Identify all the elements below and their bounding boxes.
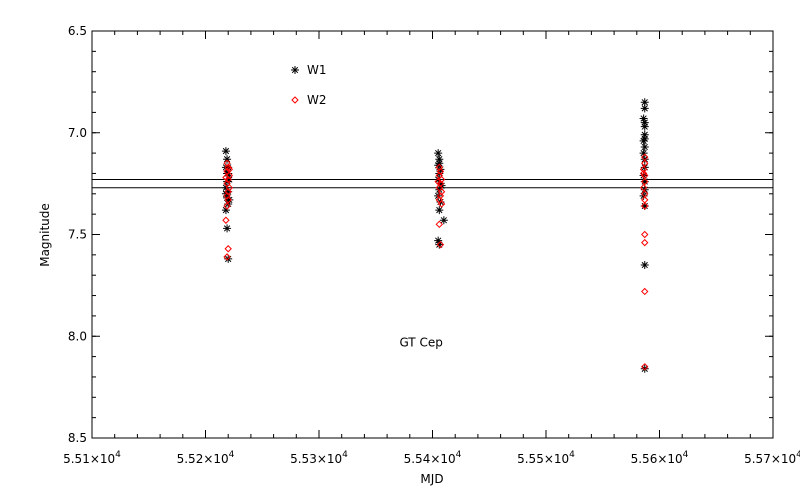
w2-point: [435, 220, 444, 229]
w1-point: [221, 206, 230, 215]
x-tick-label: 5.57×104: [744, 450, 800, 466]
w1-point: [434, 236, 443, 245]
w2-point: [437, 200, 446, 208]
w2-point: [436, 167, 445, 176]
w1-point: [435, 159, 444, 168]
x-axis-label: MJD: [420, 472, 443, 486]
w2-point: [434, 177, 442, 186]
w1-point: [640, 177, 649, 186]
w1-point: [640, 142, 649, 151]
w2-point: [224, 163, 232, 172]
w2-point: [641, 177, 649, 186]
w1-point: [221, 147, 230, 156]
w2-point: [639, 169, 648, 178]
series-w2: [222, 153, 649, 371]
w2-point: [435, 163, 444, 172]
w2-point: [437, 188, 446, 196]
w2-point: [641, 202, 649, 210]
x-tick-label: 5.54×104: [404, 450, 462, 466]
y-tick-label: 6.5: [68, 24, 87, 38]
legend: W1 W2: [291, 63, 327, 107]
y-tick-label: 7.0: [68, 126, 87, 140]
w1-point: [640, 118, 649, 127]
w2-point: [641, 159, 649, 167]
plot-frame: [91, 30, 774, 439]
w2-point: [436, 192, 445, 200]
w2-point: [223, 192, 231, 200]
w2-point: [436, 179, 445, 188]
w2-point: [436, 240, 445, 249]
w1-point: [639, 114, 648, 123]
w2-point: [222, 216, 230, 224]
w2-point: [225, 165, 234, 174]
w1-point: [435, 185, 444, 194]
w2-point: [223, 253, 231, 261]
legend-entry-w1: W1: [291, 63, 327, 77]
w1-point: [640, 134, 649, 143]
w2-point: [437, 175, 446, 184]
x-tick-label: 5.51×104: [63, 450, 121, 466]
y-tick-label: 8.0: [68, 329, 87, 343]
legend-label: W2: [307, 93, 327, 107]
w2-point: [222, 173, 230, 182]
w2-point: [291, 96, 299, 104]
w1-point: [436, 179, 445, 188]
y-axis-label: Magnitude: [38, 203, 52, 267]
w1-point: [434, 149, 443, 158]
w1-point: [640, 104, 649, 113]
x-tick-label: 5.53×104: [290, 450, 348, 466]
data-series: [221, 98, 649, 373]
w1-point: [639, 149, 648, 158]
w2-point: [641, 196, 649, 204]
w1-point: [640, 98, 649, 107]
w1-point: [640, 261, 649, 270]
w1-point: [439, 216, 448, 225]
w2-point: [223, 202, 231, 210]
x-tick-label: 5.55×104: [517, 450, 575, 466]
w1-point: [223, 169, 232, 178]
x-tick-label: 5.56×104: [631, 450, 689, 466]
w2-point: [641, 363, 649, 371]
w1-point: [640, 364, 649, 373]
w1-point: [225, 195, 234, 204]
x-tick-label: 5.52×104: [177, 450, 235, 466]
x-axis: 5.51×104 5.52×104 5.53×104 5.54×104 5.55×104…: [63, 31, 800, 466]
w1-point: [639, 171, 648, 180]
w2-point: [223, 159, 231, 167]
w2-point: [639, 183, 648, 192]
w2-point: [641, 287, 649, 296]
w2-point: [641, 238, 649, 247]
reference-lines: [92, 179, 773, 189]
w2-point: [224, 188, 232, 196]
w2-point: [224, 245, 232, 253]
w2-point: [224, 196, 232, 204]
w1-point: [434, 191, 443, 200]
legend-entry-w2: W2: [291, 93, 327, 107]
series-w1: [221, 98, 649, 373]
y-tick-label: 7.5: [68, 228, 87, 242]
w1-point: [435, 155, 444, 164]
w2-point: [225, 171, 234, 180]
w2-point: [225, 183, 234, 192]
w1-point: [223, 155, 232, 164]
w2-point: [224, 175, 232, 184]
w1-point: [223, 224, 232, 233]
w1-point: [640, 155, 649, 164]
w1-point: [640, 122, 649, 131]
w2-point: [641, 230, 649, 239]
star-name-annotation: GT Cep: [399, 335, 442, 349]
w2-point: [639, 165, 648, 174]
w1-point: [640, 130, 649, 139]
w1-point: [435, 206, 444, 215]
w1-point: [225, 175, 234, 184]
y-axis: 6.5 7.0 7.5 8.0 8.5: [68, 24, 773, 445]
w1-point: [291, 66, 299, 74]
w1-point: [639, 136, 648, 145]
w1-point: [435, 240, 444, 249]
w1-point: [640, 202, 649, 211]
y-tick-label: 8.5: [68, 431, 87, 445]
legend-label: W1: [307, 63, 327, 77]
